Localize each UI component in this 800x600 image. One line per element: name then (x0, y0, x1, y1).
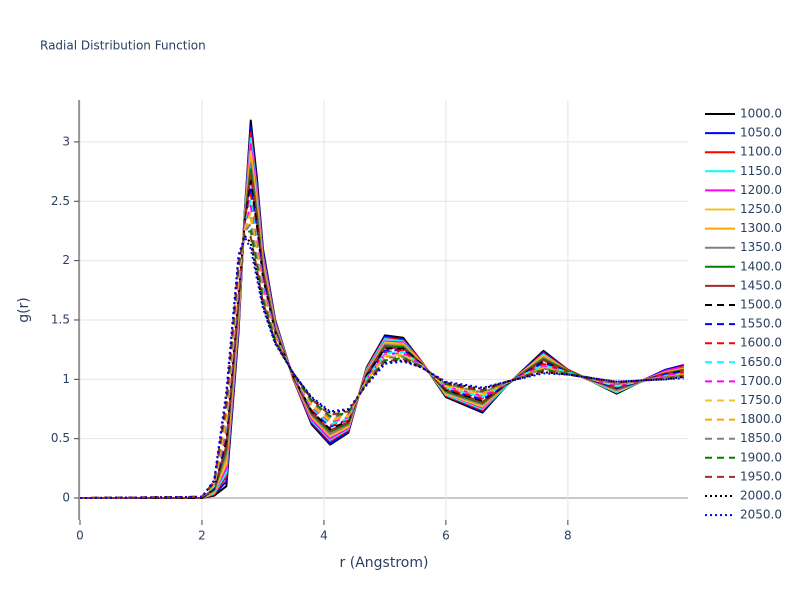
legend-label: 1450.0 (740, 278, 782, 292)
legend-label: 1250.0 (740, 202, 782, 216)
series-line (80, 125, 684, 500)
chart-title: Radial Distribution Function (40, 39, 206, 53)
legend-label: 1800.0 (740, 412, 782, 426)
series-line (80, 222, 684, 500)
series-line (80, 187, 684, 500)
grid: 0 0.5 1 1.5 2 2.5 3 0 2 4 6 8 (51, 100, 688, 543)
series-line (80, 119, 684, 500)
series-line (80, 143, 684, 500)
series-line (80, 162, 684, 500)
x-axis-title: r (Angstrom) (340, 555, 429, 571)
legend: 1000.0 1050.0 1100.0 1150.0 1200.0 1250.0 1300… (705, 107, 782, 522)
x-tick-label: 8 (564, 529, 572, 543)
y-tick-label: 1 (62, 372, 70, 386)
x-tick-label: 2 (198, 529, 206, 543)
x-tick-label: 4 (320, 529, 328, 543)
legend-label: 1000.0 (740, 107, 782, 121)
series-line (80, 174, 684, 500)
legend-label: 1400.0 (740, 259, 782, 273)
y-tick-label: 0.5 (51, 431, 70, 445)
legend-label: 1750.0 (740, 393, 782, 407)
legend-label: 2050.0 (740, 508, 782, 522)
y-tick-label: 2 (62, 253, 70, 267)
y-tick-label: 2.5 (51, 194, 70, 208)
y-tick-label: 3 (62, 134, 70, 148)
y-axis-title: g(r) (16, 297, 32, 323)
series-line (80, 216, 684, 500)
legend-label: 1100.0 (740, 145, 782, 159)
series-line (80, 137, 684, 500)
x-tick-label: 0 (76, 529, 84, 543)
series-line (80, 131, 684, 500)
series-line (80, 235, 684, 500)
legend-label: 1150.0 (740, 164, 782, 178)
series-line (80, 168, 684, 500)
x-tick-label: 6 (442, 529, 450, 543)
legend-label: 1300.0 (740, 221, 782, 235)
legend-label: 1850.0 (740, 431, 782, 445)
legend-label: 1500.0 (740, 298, 782, 312)
legend-label: 1550.0 (740, 317, 782, 331)
y-tick-label: 1.5 (51, 312, 70, 326)
series-line (80, 210, 684, 500)
legend-label: 1200.0 (740, 183, 782, 197)
legend-label: 1900.0 (740, 450, 782, 464)
legend-label: 1350.0 (740, 240, 782, 254)
legend-label: 1700.0 (740, 374, 782, 388)
y-tick-label: 0 (62, 491, 70, 505)
series-line (80, 150, 684, 500)
plot-area (80, 119, 684, 500)
legend-label: 2000.0 (740, 489, 782, 503)
legend-label: 1950.0 (740, 469, 782, 483)
legend-label: 1650.0 (740, 355, 782, 369)
legend-label: 1050.0 (740, 126, 782, 140)
series-line (80, 156, 684, 500)
legend-label: 1600.0 (740, 336, 782, 350)
